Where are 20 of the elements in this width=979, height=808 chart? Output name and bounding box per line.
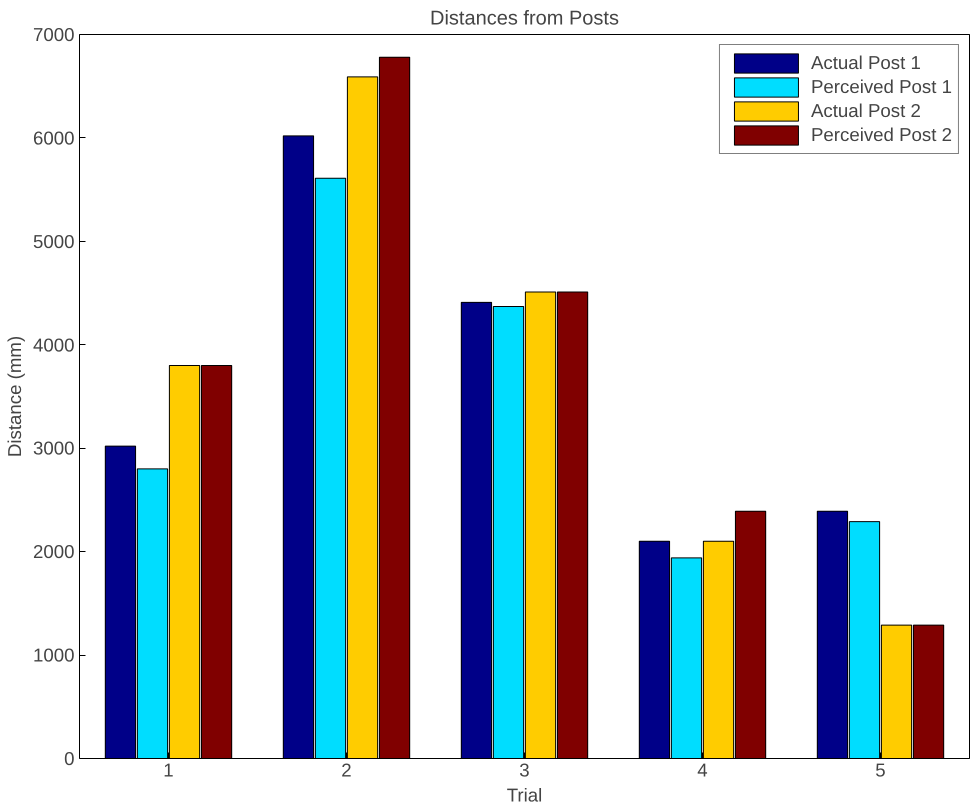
x-axis-title: Trial [506,784,542,806]
y-tick-label: 4000 [32,334,75,356]
y-tick-label: 0 [64,748,75,769]
legend-label: Perceived Post 1 [810,76,952,98]
x-tick-label: 1 [163,760,174,780]
x-tick-label: 2 [341,760,352,780]
y-tick-label: 1000 [32,644,75,666]
legend-label: Actual Post 1 [810,52,921,74]
y-tick-label: 5000 [32,230,75,252]
y-axis-title: Distance (mm) [4,336,25,458]
y-tick-label: 2000 [32,541,75,562]
y-tick-label: 3000 [32,438,75,459]
x-tick-label: 5 [875,760,886,780]
y-tick-label: 6000 [32,127,75,148]
chart-title: Distances from Posts [430,8,619,30]
legend-label: Perceived Post 2 [810,124,952,146]
y-tick-label: 7000 [32,24,75,45]
legend-label: Actual Post 2 [810,100,921,122]
x-tick-label: 4 [697,760,708,780]
x-tick-label: 3 [519,760,530,780]
